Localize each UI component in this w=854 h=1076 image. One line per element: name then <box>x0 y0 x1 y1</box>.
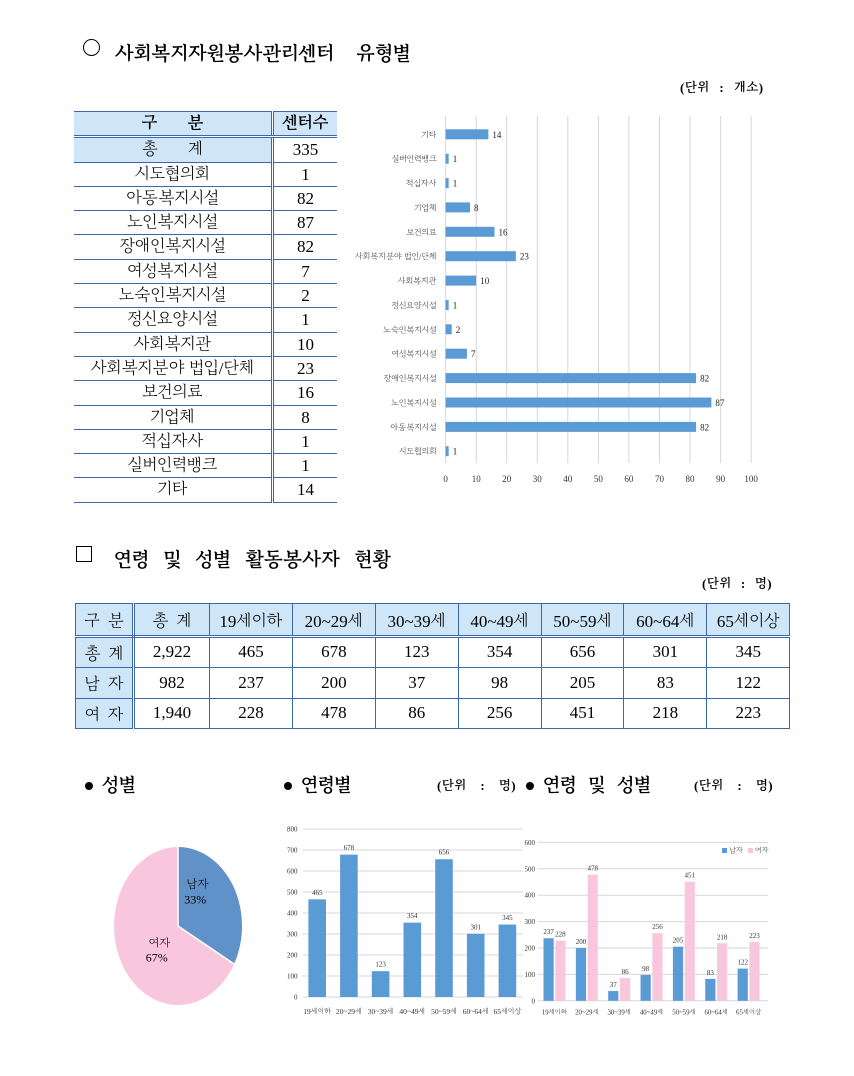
svg-text:적십자사: 적십자사 <box>406 179 437 189</box>
svg-text:60~64세: 60~64세 <box>463 1007 489 1016</box>
svg-text:30~39세: 30~39세 <box>608 1008 631 1016</box>
svg-text:500: 500 <box>525 865 536 873</box>
svg-text:345: 345 <box>502 914 513 922</box>
svg-text:500: 500 <box>287 889 298 897</box>
svg-text:80: 80 <box>686 474 696 484</box>
svg-text:20: 20 <box>502 474 512 484</box>
svg-text:1: 1 <box>453 154 458 164</box>
svg-text:정신요양시설: 정신요양시설 <box>391 301 436 311</box>
svg-text:0: 0 <box>532 997 536 1005</box>
svg-text:600: 600 <box>525 839 536 847</box>
svg-text:301: 301 <box>470 923 481 931</box>
svg-text:보건의료: 보건의료 <box>406 227 437 237</box>
svg-text:사회복지분야 법인/단체: 사회복지분야 법인/단체 <box>354 252 437 262</box>
svg-text:600: 600 <box>287 868 298 876</box>
svg-text:40~49세: 40~49세 <box>399 1007 425 1016</box>
svg-text:300: 300 <box>525 918 536 926</box>
svg-text:478: 478 <box>588 865 599 873</box>
svg-text:70: 70 <box>655 474 665 484</box>
svg-text:354: 354 <box>407 912 418 920</box>
svg-text:7: 7 <box>471 349 476 359</box>
svg-text:656: 656 <box>439 849 450 857</box>
svg-text:기업체: 기업체 <box>414 203 436 213</box>
svg-text:여자: 여자 <box>755 846 769 855</box>
svg-text:65세이상: 65세이상 <box>736 1008 762 1016</box>
svg-text:50~59세: 50~59세 <box>672 1008 695 1016</box>
svg-text:700: 700 <box>287 847 298 855</box>
svg-text:20~29세: 20~29세 <box>336 1007 362 1016</box>
svg-text:65세이상: 65세이상 <box>494 1007 522 1016</box>
svg-text:82: 82 <box>700 374 709 384</box>
svg-text:205: 205 <box>673 937 684 945</box>
svg-text:30: 30 <box>533 474 543 484</box>
svg-text:14: 14 <box>492 130 502 140</box>
svg-text:40: 40 <box>563 474 573 484</box>
svg-text:67%: 67% <box>146 951 168 965</box>
svg-text:50~59세: 50~59세 <box>431 1007 457 1016</box>
svg-text:10: 10 <box>472 474 482 484</box>
svg-text:아동복지시설: 아동복지시설 <box>390 422 436 432</box>
svg-text:10: 10 <box>480 276 490 286</box>
svg-text:86: 86 <box>622 968 630 976</box>
svg-text:19세이하: 19세이하 <box>303 1007 331 1016</box>
svg-text:여성복지시설: 여성복지시설 <box>391 349 436 359</box>
svg-text:256: 256 <box>652 923 663 931</box>
svg-text:60~64세: 60~64세 <box>705 1008 728 1016</box>
svg-text:1: 1 <box>453 179 458 189</box>
svg-text:451: 451 <box>685 872 696 880</box>
svg-text:122: 122 <box>737 959 748 967</box>
svg-text:223: 223 <box>749 932 760 940</box>
svg-text:8: 8 <box>474 203 479 213</box>
svg-text:200: 200 <box>576 938 587 946</box>
svg-text:37: 37 <box>610 981 618 989</box>
svg-text:100: 100 <box>744 474 758 484</box>
svg-text:23: 23 <box>520 252 530 262</box>
svg-text:100: 100 <box>525 971 536 979</box>
svg-text:100: 100 <box>287 973 298 981</box>
svg-text:남자: 남자 <box>186 878 208 892</box>
svg-text:400: 400 <box>287 910 298 918</box>
svg-text:20~29세: 20~29세 <box>575 1008 598 1016</box>
svg-text:1: 1 <box>453 447 458 457</box>
svg-text:82: 82 <box>700 422 709 432</box>
svg-text:16: 16 <box>499 227 509 237</box>
svg-text:0: 0 <box>443 474 448 484</box>
svg-text:228: 228 <box>555 931 566 939</box>
svg-text:800: 800 <box>287 826 298 834</box>
svg-text:218: 218 <box>717 933 728 941</box>
svg-text:2: 2 <box>456 325 461 335</box>
svg-text:노인복지시설: 노인복지시설 <box>391 398 436 408</box>
svg-text:465: 465 <box>312 889 323 897</box>
svg-text:19세이하: 19세이하 <box>542 1008 568 1016</box>
svg-text:0: 0 <box>294 994 298 1002</box>
svg-text:400: 400 <box>525 892 536 900</box>
svg-text:40~49세: 40~49세 <box>640 1008 663 1016</box>
svg-text:여자: 여자 <box>149 937 171 951</box>
svg-text:200: 200 <box>525 945 536 953</box>
svg-text:87: 87 <box>715 398 725 408</box>
svg-text:1: 1 <box>453 301 458 311</box>
svg-text:노숙인복지시설: 노숙인복지시설 <box>383 325 436 335</box>
svg-text:98: 98 <box>642 965 650 973</box>
svg-text:60: 60 <box>624 474 634 484</box>
svg-text:시도협의회: 시도협의회 <box>398 447 436 457</box>
svg-text:123: 123 <box>375 961 386 969</box>
svg-text:90: 90 <box>716 474 726 484</box>
svg-text:237: 237 <box>543 928 554 936</box>
svg-text:83: 83 <box>707 969 715 977</box>
svg-text:30~39세: 30~39세 <box>368 1007 394 1016</box>
svg-text:300: 300 <box>287 931 298 939</box>
svg-text:50: 50 <box>594 474 604 484</box>
svg-text:사회복지관: 사회복지관 <box>397 276 437 286</box>
svg-text:678: 678 <box>344 844 355 852</box>
svg-text:남자: 남자 <box>729 846 743 855</box>
svg-text:기타: 기타 <box>422 130 437 140</box>
svg-text:33%: 33% <box>184 893 206 907</box>
svg-text:200: 200 <box>287 952 298 960</box>
svg-text:장애인복지시설: 장애인복지시설 <box>383 374 436 384</box>
svg-text:실버인력뱅크: 실버인력뱅크 <box>392 154 437 164</box>
